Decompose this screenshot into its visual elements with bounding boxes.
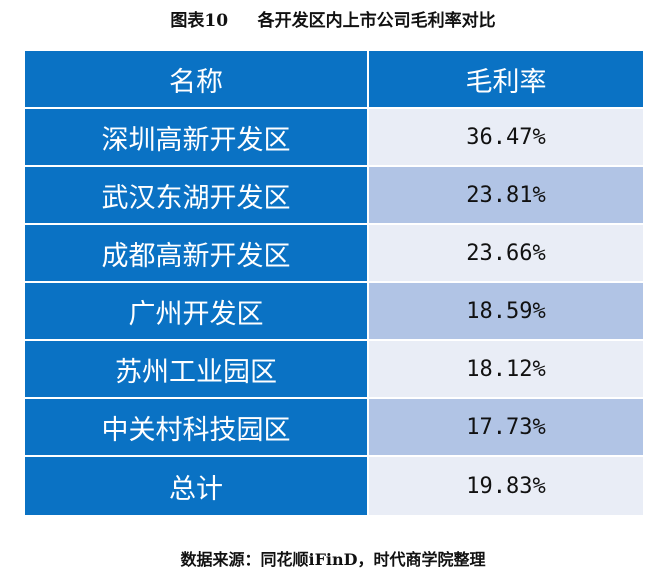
table-row: 中关村科技园区 17.73% bbox=[25, 399, 643, 457]
row-value-cell: 17.73% bbox=[369, 399, 643, 455]
row-value-cell: 18.59% bbox=[369, 283, 643, 339]
row-name-cell: 总计 bbox=[25, 457, 369, 515]
row-value-cell: 23.66% bbox=[369, 225, 643, 281]
row-value-cell: 36.47% bbox=[369, 109, 643, 165]
data-source-note: 数据来源：同花顺iFinD，时代商学院整理 bbox=[180, 550, 486, 569]
row-name-cell: 深圳高新开发区 bbox=[25, 109, 369, 165]
row-value-cell: 23.81% bbox=[369, 167, 643, 223]
row-name-cell: 广州开发区 bbox=[25, 283, 369, 339]
table-row: 深圳高新开发区 36.47% bbox=[25, 109, 643, 167]
header-name: 名称 bbox=[25, 51, 369, 107]
row-name-cell: 武汉东湖开发区 bbox=[25, 167, 369, 223]
row-value-cell: 19.83% bbox=[369, 457, 643, 515]
table-row-total: 总计 19.83% bbox=[25, 457, 643, 515]
row-value-cell: 18.12% bbox=[369, 341, 643, 397]
row-name-cell: 苏州工业园区 bbox=[25, 341, 369, 397]
row-name-cell: 成都高新开发区 bbox=[25, 225, 369, 281]
header-gross-margin: 毛利率 bbox=[369, 51, 643, 107]
gross-margin-table: 名称 毛利率 深圳高新开发区 36.47% 武汉东湖开发区 23.81% 成都高… bbox=[25, 51, 643, 515]
table-row: 苏州工业园区 18.12% bbox=[25, 341, 643, 399]
row-name-cell: 中关村科技园区 bbox=[25, 399, 369, 455]
table-row: 武汉东湖开发区 23.81% bbox=[25, 167, 643, 225]
table-row: 广州开发区 18.59% bbox=[25, 283, 643, 341]
table-header-row: 名称 毛利率 bbox=[25, 51, 643, 109]
table-row: 成都高新开发区 23.66% bbox=[25, 225, 643, 283]
figure-caption: 图表10 各开发区内上市公司毛利率对比 bbox=[170, 11, 496, 31]
